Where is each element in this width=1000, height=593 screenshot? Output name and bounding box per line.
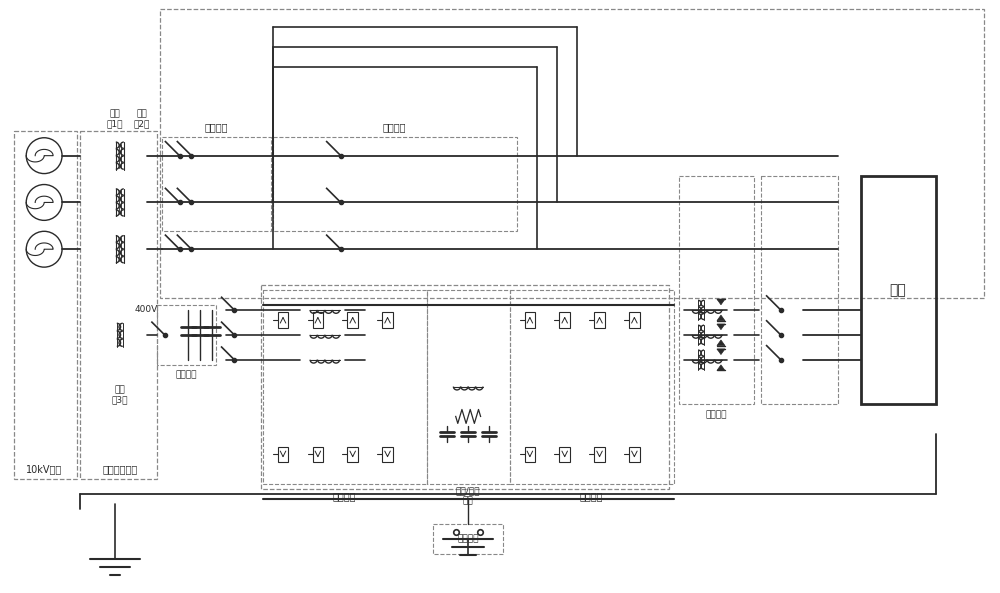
- Bar: [347, 313, 358, 327]
- Text: 绕组
（3）: 绕组 （3）: [112, 385, 128, 404]
- Polygon shape: [717, 365, 725, 371]
- Bar: [278, 313, 288, 327]
- Text: 旁路开关: 旁路开关: [383, 122, 406, 132]
- Text: 负载: 负载: [890, 283, 907, 297]
- Bar: [510, 290, 674, 484]
- Bar: [629, 447, 640, 462]
- Text: 旁路开关: 旁路开关: [705, 410, 727, 419]
- Bar: [427, 290, 510, 484]
- Bar: [679, 176, 754, 404]
- Bar: [594, 313, 605, 327]
- Bar: [382, 447, 393, 462]
- Bar: [861, 176, 936, 404]
- Bar: [273, 137, 517, 231]
- Bar: [559, 447, 570, 462]
- Bar: [160, 9, 984, 298]
- Text: 放电/平衡
回路: 放电/平衡 回路: [456, 486, 480, 506]
- Bar: [14, 131, 77, 479]
- Bar: [433, 524, 503, 554]
- Bar: [629, 313, 640, 327]
- Text: 旁路开关: 旁路开关: [205, 122, 228, 132]
- Text: 逆变单元: 逆变单元: [580, 491, 603, 501]
- Text: 10kV电网: 10kV电网: [26, 464, 62, 474]
- Bar: [263, 290, 427, 484]
- Text: 直流端口: 直流端口: [457, 534, 479, 543]
- Polygon shape: [717, 349, 725, 355]
- Bar: [761, 176, 838, 404]
- Bar: [382, 313, 393, 327]
- Bar: [525, 447, 535, 462]
- Text: 多绕组变压器: 多绕组变压器: [102, 464, 137, 474]
- Bar: [347, 447, 358, 462]
- Bar: [313, 447, 323, 462]
- Bar: [525, 313, 535, 327]
- Bar: [278, 447, 288, 462]
- Bar: [261, 285, 669, 489]
- Bar: [594, 447, 605, 462]
- Polygon shape: [717, 324, 725, 330]
- Bar: [313, 313, 323, 327]
- Text: 绕组
（2）: 绕组 （2）: [133, 109, 150, 129]
- Text: 绕组
（1）: 绕组 （1）: [107, 109, 123, 129]
- Polygon shape: [717, 315, 725, 321]
- Bar: [80, 131, 157, 479]
- Bar: [559, 313, 570, 327]
- Text: 400V: 400V: [135, 305, 158, 314]
- Text: 旁路开关: 旁路开关: [176, 370, 197, 379]
- Bar: [162, 137, 271, 231]
- Bar: [157, 305, 216, 365]
- Text: 整流单元: 整流单元: [333, 491, 356, 501]
- Polygon shape: [717, 299, 725, 305]
- Polygon shape: [717, 340, 725, 346]
